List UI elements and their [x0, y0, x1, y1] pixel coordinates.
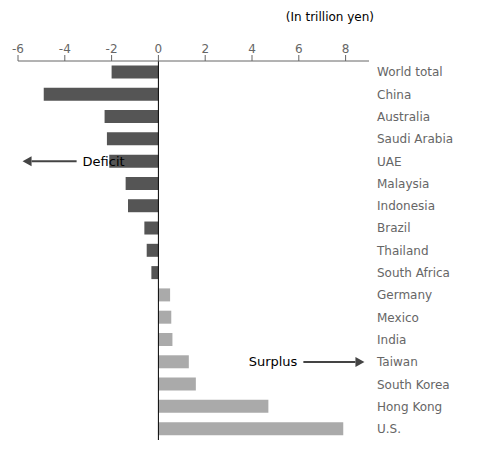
- svg-text:Australia: Australia: [377, 110, 430, 124]
- svg-text:Hong Kong: Hong Kong: [377, 400, 442, 414]
- svg-text:2: 2: [201, 42, 209, 56]
- svg-text:8: 8: [342, 42, 350, 56]
- svg-text:Malaysia: Malaysia: [377, 177, 429, 191]
- svg-text:Surplus: Surplus: [249, 354, 298, 369]
- svg-text:China: China: [377, 88, 411, 102]
- svg-text:6: 6: [295, 42, 303, 56]
- svg-text:World total: World total: [377, 65, 443, 79]
- svg-text:Saudi Arabia: Saudi Arabia: [377, 132, 453, 146]
- svg-text:U.S.: U.S.: [377, 422, 401, 436]
- svg-text:South Africa: South Africa: [377, 266, 450, 280]
- svg-text:4: 4: [248, 42, 256, 56]
- html-text:(In trillion yen): (In trillion yen): [285, 10, 374, 24]
- svg-text:Brazil: Brazil: [377, 221, 411, 235]
- svg-text:India: India: [377, 333, 406, 347]
- svg-text:-4: -4: [59, 42, 71, 56]
- svg-text:-2: -2: [106, 42, 118, 56]
- svg-text:Indonesia: Indonesia: [377, 199, 435, 213]
- svg-text:0: 0: [155, 42, 163, 56]
- svg-text:Germany: Germany: [377, 288, 432, 302]
- svg-text:South Korea: South Korea: [377, 378, 450, 392]
- svg-text:Deficit: Deficit: [83, 154, 125, 169]
- svg-text:Thailand: Thailand: [376, 244, 429, 258]
- svg-text:UAE: UAE: [377, 155, 402, 169]
- svg-text:-6: -6: [12, 42, 24, 56]
- svg-text:Mexico: Mexico: [377, 311, 419, 325]
- svg-text:Taiwan: Taiwan: [376, 355, 418, 369]
